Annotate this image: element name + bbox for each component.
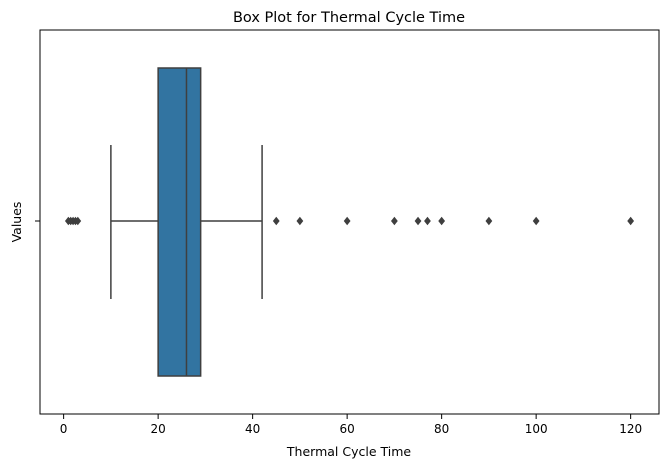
x-tick-label: 0 — [60, 422, 68, 436]
x-tick-label: 20 — [150, 422, 165, 436]
outlier-point — [485, 216, 493, 226]
x-tick-label: 40 — [245, 422, 260, 436]
chart-title: Box Plot for Thermal Cycle Time — [233, 10, 465, 26]
x-tick-label: 120 — [619, 422, 642, 436]
iqr-box — [157, 67, 202, 377]
outlier-point — [532, 216, 540, 226]
outlier-point — [272, 216, 280, 226]
outlier-point — [343, 216, 351, 226]
x-tick-label: 80 — [434, 422, 449, 436]
y-axis-label: Values — [9, 202, 24, 243]
x-tick-label: 100 — [525, 422, 548, 436]
outlier-point — [296, 216, 304, 226]
outlier-point — [438, 216, 446, 226]
x-axis-label: Thermal Cycle Time — [286, 444, 411, 459]
outlier-layer — [64, 216, 635, 226]
box-layer — [110, 67, 263, 377]
x-tick-label: 60 — [339, 422, 354, 436]
outlier-point — [390, 216, 398, 226]
outlier-point — [74, 216, 82, 226]
x-axis-ticks: 0 20 40 60 80 100 120 — [60, 414, 642, 436]
outlier-point — [424, 216, 431, 226]
outlier-point — [414, 216, 422, 226]
outlier-point — [627, 216, 635, 226]
